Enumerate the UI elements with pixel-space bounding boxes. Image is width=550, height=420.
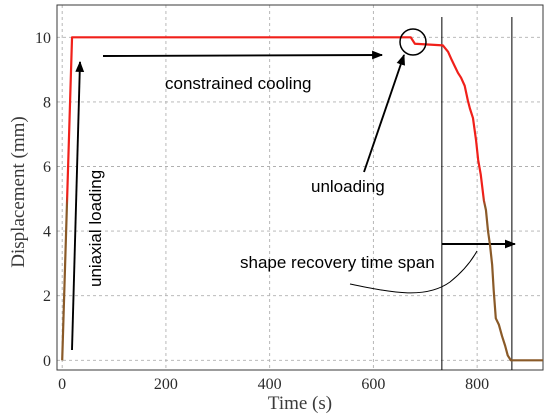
x-axis-label: Time (s) xyxy=(268,393,332,414)
y-tick-label: 0 xyxy=(43,353,51,370)
y-tick-label: 10 xyxy=(35,30,51,47)
y-tick-label: 8 xyxy=(43,94,51,111)
y-tick-label: 4 xyxy=(43,224,51,241)
recovery-span-markers xyxy=(441,17,516,370)
x-tick-label: 800 xyxy=(465,376,489,393)
shape-recovery-label: shape recovery time span xyxy=(240,253,435,272)
x-tick-label: 400 xyxy=(258,376,282,393)
unloading-label: unloading xyxy=(311,177,385,196)
x-tick-label: 0 xyxy=(58,376,66,393)
y-tick-label: 6 xyxy=(43,159,51,176)
plot-area xyxy=(57,5,543,370)
y-axis-label: Displacement (mm) xyxy=(8,116,29,267)
constrained-cooling-arrow xyxy=(102,50,384,60)
uniaxial-loading-arrow xyxy=(71,60,85,351)
constrained-cooling-label: constrained cooling xyxy=(165,74,311,93)
unloading-arrow xyxy=(363,53,405,173)
unloading-circle xyxy=(399,28,427,56)
y-tick-labels: 0 2 4 6 8 10 xyxy=(35,30,51,370)
series-line xyxy=(61,36,543,362)
x-tick-label: 200 xyxy=(154,376,178,393)
plot-frame xyxy=(56,4,544,371)
x-tick-label: 600 xyxy=(361,376,385,393)
x-tick-labels: 0 200 400 600 800 xyxy=(58,376,489,393)
shape-recovery-callout-curve xyxy=(349,250,478,294)
y-tick-label: 2 xyxy=(43,288,51,305)
uniaxial-loading-label: uniaxial loading xyxy=(86,170,105,287)
